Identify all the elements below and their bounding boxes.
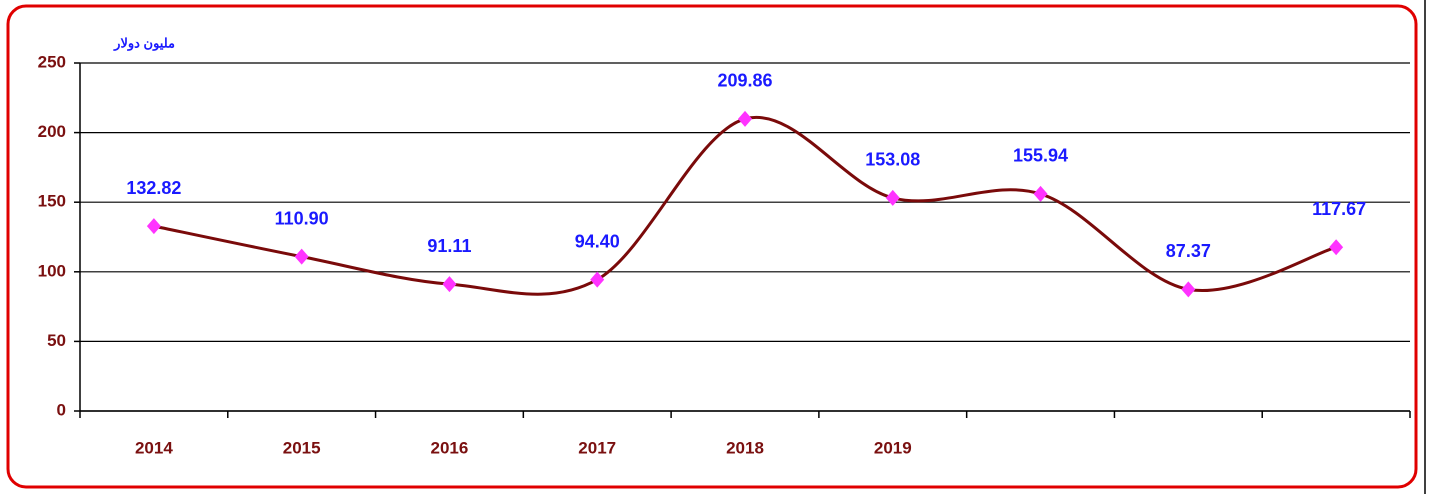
marker xyxy=(294,248,309,265)
x-tick-label: 2015 xyxy=(283,438,321,457)
line xyxy=(153,115,1337,296)
y-axis-label: مليون دولار xyxy=(113,35,175,51)
value-label: 87.37 xyxy=(1166,241,1211,261)
y-tick-label: 100 xyxy=(38,261,66,280)
x-tick-label: 2014 xyxy=(135,438,173,457)
value-label: 155.94 xyxy=(1013,146,1068,166)
y-tick-label: 0 xyxy=(57,400,66,419)
marker xyxy=(885,189,900,206)
marker xyxy=(146,218,161,235)
marker xyxy=(442,276,457,293)
y-tick-label: 200 xyxy=(38,122,66,141)
y-tick-label: 150 xyxy=(38,192,66,211)
value-label: 209.86 xyxy=(717,71,772,91)
x-tick-label: 2017 xyxy=(578,438,616,457)
x-tick-label: 2018 xyxy=(726,438,764,457)
marker xyxy=(738,110,752,127)
value-label: 153.08 xyxy=(865,150,920,170)
marker xyxy=(590,271,605,288)
y-tick-label: 250 xyxy=(38,52,66,71)
marker xyxy=(1181,281,1196,298)
value-label: 132.82 xyxy=(126,178,181,198)
y-tick-label: 50 xyxy=(47,331,66,350)
x-tick-label: 2019 xyxy=(874,438,912,457)
chart-frame xyxy=(6,4,1418,489)
value-label: 91.11 xyxy=(427,236,471,256)
x-tick-label: 2016 xyxy=(431,438,469,457)
marker xyxy=(1033,185,1048,202)
marker xyxy=(1329,239,1344,256)
value-label: 94.40 xyxy=(575,231,620,251)
value-label: 117.67 xyxy=(1312,199,1366,219)
value-label: 110.90 xyxy=(275,208,329,228)
